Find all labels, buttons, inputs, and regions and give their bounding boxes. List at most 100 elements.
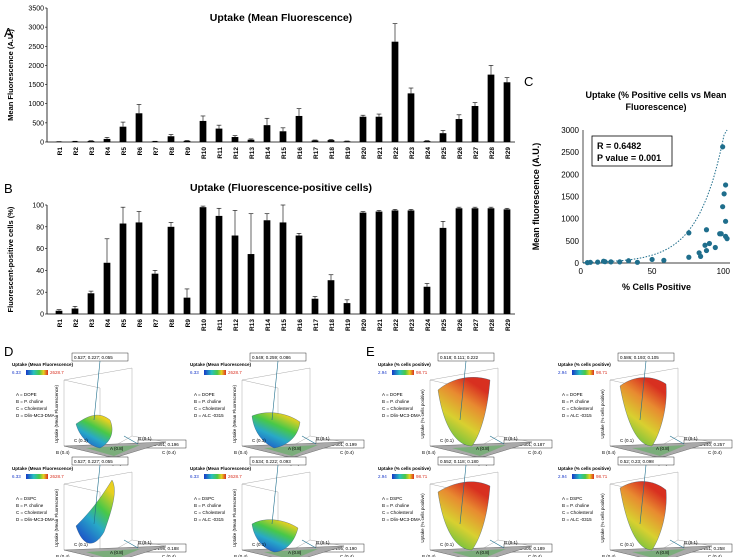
x-tick-label: R29 xyxy=(505,147,512,159)
component-legend: D = ALC -0315 xyxy=(562,517,592,522)
bar-R12 xyxy=(231,235,239,314)
frame-line xyxy=(429,471,499,485)
ternary-plots: D E Uptake (Mean Fluorescence) 6.33 2628.7 A … xyxy=(4,344,733,557)
x-tick-label: R3 xyxy=(89,319,96,328)
x-tick-label: R8 xyxy=(169,147,176,156)
bar-R19 xyxy=(343,141,351,142)
scatter-point xyxy=(634,259,640,265)
z-axis-label: Uptake (Mean Fluorescence) xyxy=(54,384,59,443)
axis-c: C (0.4) xyxy=(528,554,542,557)
bar-R26 xyxy=(455,208,463,314)
x-tick-label: R14 xyxy=(265,147,272,159)
x-tick-label: R21 xyxy=(377,147,384,159)
bar-R21 xyxy=(375,211,383,314)
x-tick-label: R22 xyxy=(393,319,400,331)
scatter-point xyxy=(720,204,726,210)
axis-b0: B (0.1) xyxy=(504,436,518,441)
bar-R10 xyxy=(199,207,207,314)
scatter-point xyxy=(595,259,601,265)
frame-line xyxy=(131,435,167,443)
side-coord: 0.391; 0.251; 0.258 xyxy=(686,546,725,551)
panel-label: D xyxy=(4,344,13,359)
top-coord: 0.552; 0.118; 0.180 xyxy=(440,459,479,464)
axis-a: A (0.8) xyxy=(656,446,670,451)
chart-mean-fluorescence: A Uptake (Mean Fluorescence) Mean Fluoresc… xyxy=(4,6,515,159)
x-tick-label: R29 xyxy=(505,319,512,331)
p-value: P value = 0.001 xyxy=(597,153,661,163)
axis-b: B (0.4) xyxy=(56,554,70,557)
scatter-point xyxy=(608,259,614,265)
x-tick-label: R15 xyxy=(281,147,288,159)
x-tick-label: R25 xyxy=(441,147,448,159)
bar-R8 xyxy=(167,136,175,142)
axis-b0: B (0.1) xyxy=(138,540,152,545)
axis-c0: C (0.1) xyxy=(252,542,266,547)
x-tick-label: R19 xyxy=(345,147,352,159)
bar-R13 xyxy=(247,254,255,314)
legend-colorbar xyxy=(204,370,226,375)
chart-fluorescence-positive: B Uptake (Fluorescence-positive cells) Flu… xyxy=(4,181,515,331)
scatter-point xyxy=(718,231,724,237)
z-axis-label: Uptake (% cells positive) xyxy=(600,493,605,543)
bar-R3 xyxy=(87,141,95,142)
axis-a: A (0.8) xyxy=(656,550,670,555)
frame-line xyxy=(497,435,533,443)
ternary-plot-6: Uptake (% cells positive) 2.94 98.71 A = DO… xyxy=(558,352,733,466)
scatter-point xyxy=(600,258,607,264)
x-tick-label: R25 xyxy=(441,319,448,331)
x-tick-label: R15 xyxy=(281,319,288,331)
frame-line xyxy=(309,435,345,443)
x-tick-label: 100 xyxy=(717,267,731,276)
component-legend: B = P. choline xyxy=(562,503,590,508)
base-contour xyxy=(632,549,686,557)
y-tick-label: 0 xyxy=(40,140,44,147)
component-legend: A = DSPC xyxy=(16,496,37,501)
y-tick-label: 1500 xyxy=(28,82,44,89)
bar-R16 xyxy=(295,235,303,314)
x-tick-label: R17 xyxy=(313,147,320,159)
x-tick-label: R24 xyxy=(425,147,432,159)
leader-line xyxy=(93,360,101,421)
bar-R4 xyxy=(103,138,111,142)
bar-R29 xyxy=(503,82,511,142)
leader-line xyxy=(489,435,505,445)
leader-line xyxy=(301,435,317,445)
component-legend: D = Dlin-MC3-DMA xyxy=(16,517,55,522)
legend-colorbar xyxy=(26,474,48,479)
y-tick-label: 80 xyxy=(36,224,44,231)
legend-max: 2628.7 xyxy=(228,474,242,479)
scatter-point xyxy=(649,256,655,263)
x-tick-label: R8 xyxy=(169,319,176,328)
x-tick-label: R1 xyxy=(57,147,64,156)
legend-max: 2628.7 xyxy=(228,370,242,375)
frame-line xyxy=(497,539,533,547)
x-tick-label: R2 xyxy=(73,319,80,328)
axis-c: C (0.4) xyxy=(708,554,722,557)
frame-line xyxy=(429,367,499,381)
panel-label: B xyxy=(4,181,13,196)
bar-R7 xyxy=(151,141,159,142)
y-tick-label: 500 xyxy=(32,120,44,127)
leader-line xyxy=(271,360,279,421)
base-contour xyxy=(452,549,506,557)
x-tick-label: R11 xyxy=(217,147,224,159)
ternary-plot-4: Uptake (Mean Fluorescence) 6.33 2628.7 A = … xyxy=(190,456,365,557)
bar-R1 xyxy=(55,310,63,314)
x-tick-label: R13 xyxy=(249,319,256,331)
x-tick-label: R20 xyxy=(361,319,368,331)
leader-line xyxy=(669,435,685,445)
component-legend: A = DOPE xyxy=(16,392,37,397)
legend-max: 98.71 xyxy=(596,474,608,479)
y-tick-label: 20 xyxy=(36,290,44,297)
legend-max: 98.71 xyxy=(596,370,608,375)
component-legend: C = Cholesterol xyxy=(194,510,225,515)
side-coord: 0.357; 0.295; 0.190 xyxy=(318,546,357,551)
bar-R5 xyxy=(119,223,127,314)
leader-line xyxy=(123,435,139,445)
top-coord: 0.549; 0.259; 0.086 xyxy=(252,355,291,360)
x-tick-label: R14 xyxy=(265,319,272,331)
side-coord: 0.364; 0.298; 0.188 xyxy=(140,546,179,551)
x-tick-label: R5 xyxy=(121,147,128,156)
component-legend: C = Cholesterol xyxy=(194,406,225,411)
legend-min: 2.94 xyxy=(378,370,387,375)
